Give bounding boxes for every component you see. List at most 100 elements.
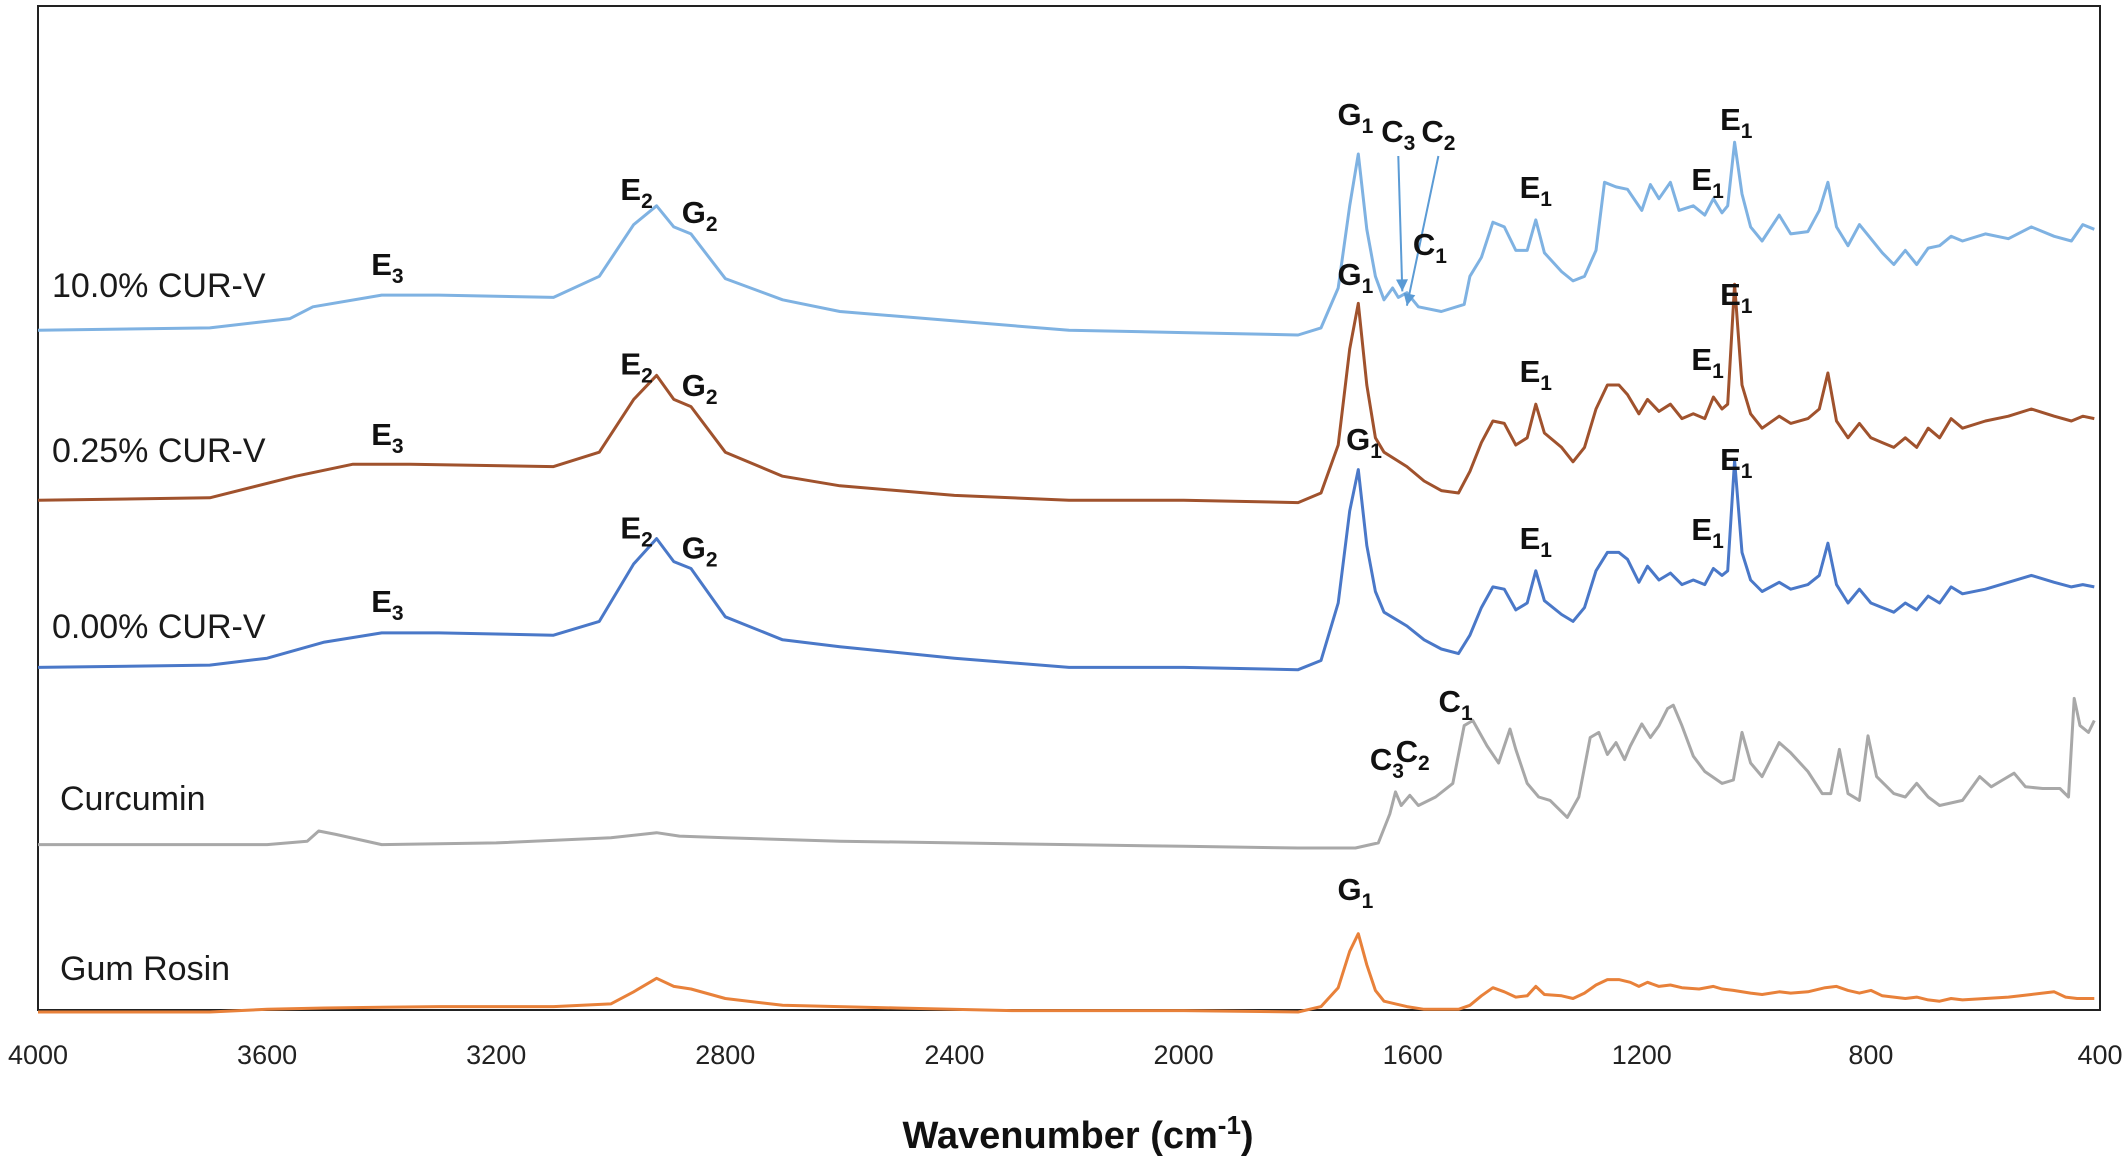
peak-label-base: G bbox=[1337, 97, 1361, 132]
series-label-1: 0.25% CUR-V bbox=[52, 432, 266, 470]
peak-label-base: C bbox=[1413, 227, 1435, 262]
peak-label-subscript: 2 bbox=[1418, 752, 1430, 775]
annotation-arrow-5 bbox=[1405, 155, 1440, 306]
x-tick-labels: 4000 3600 3200 2800 2400 2000 1600 1200 800 400 bbox=[8, 1040, 2123, 1070]
peak-label-8: E1 bbox=[1691, 162, 1724, 203]
series-label-0: 10.0% CUR-V bbox=[52, 267, 266, 305]
peak-label-26: C1 bbox=[1439, 684, 1473, 725]
annotation-arrowhead-4 bbox=[1395, 279, 1408, 292]
peak-label-subscript: 1 bbox=[1370, 440, 1382, 463]
peak-label-base: C bbox=[1370, 742, 1392, 777]
peak-label-subscript: 1 bbox=[1712, 530, 1724, 553]
peak-label-subscript: 1 bbox=[1712, 360, 1724, 383]
peak-label-subscript: 2 bbox=[706, 386, 718, 409]
peak-label-subscript: 3 bbox=[392, 602, 404, 625]
peak-label-base: E bbox=[620, 511, 641, 546]
peak-label-25: C2 bbox=[1396, 734, 1430, 775]
peak-label-subscript: 2 bbox=[641, 190, 653, 213]
x-axis-title-end: ) bbox=[1241, 1115, 1254, 1157]
peak-label-27: G1 bbox=[1337, 872, 1373, 913]
peak-label-subscript: 1 bbox=[1362, 890, 1374, 913]
peak-label-subscript: 3 bbox=[1404, 132, 1416, 155]
x-tick-label-0: 4000 bbox=[8, 1040, 68, 1070]
annotation-arrowhead-5 bbox=[1403, 292, 1416, 306]
series-label-layer: 10.0% CUR-V 0.25% CUR-V 0.00% CUR-V Curcumi… bbox=[52, 267, 266, 988]
series-layer bbox=[37, 140, 2096, 1014]
peak-label-13: G1 bbox=[1337, 257, 1373, 298]
x-tick-label-9: 400 bbox=[2077, 1040, 2122, 1070]
peak-label-base: C bbox=[1439, 684, 1461, 719]
peak-label-subscript: 1 bbox=[1741, 120, 1753, 143]
peak-label-15: E1 bbox=[1691, 342, 1724, 383]
peak-label-21: E1 bbox=[1520, 521, 1553, 562]
peak-label-12: G2 bbox=[682, 368, 718, 409]
x-tick-label-1: 3600 bbox=[237, 1040, 297, 1070]
series-line-2 bbox=[37, 458, 2095, 672]
peak-label-1: E2 bbox=[620, 172, 652, 213]
peak-label-subscript: 2 bbox=[641, 364, 653, 387]
peak-label-subscript: 1 bbox=[1435, 245, 1447, 268]
peak-label-base: G bbox=[682, 368, 706, 403]
x-tick-label-7: 1200 bbox=[1612, 1040, 1672, 1070]
x-axis-title-superscript: -1 bbox=[1218, 1110, 1241, 1140]
peak-label-2: G2 bbox=[682, 195, 718, 236]
peak-label-base: E bbox=[1520, 354, 1541, 389]
peak-label-base: C bbox=[1421, 114, 1443, 149]
peak-label-base: E bbox=[371, 417, 392, 452]
peak-label-base: G bbox=[682, 195, 706, 230]
peak-label-11: E2 bbox=[620, 346, 652, 387]
peak-label-20: G1 bbox=[1346, 422, 1382, 463]
x-tick-label-3: 2800 bbox=[695, 1040, 755, 1070]
peak-label-base: E bbox=[1691, 512, 1712, 547]
series-line-0 bbox=[37, 140, 2095, 337]
peak-label-7: E1 bbox=[1520, 170, 1553, 211]
peak-label-subscript: 1 bbox=[1741, 295, 1753, 318]
peak-label-base: C bbox=[1396, 734, 1418, 769]
peak-label-base: E bbox=[1520, 170, 1541, 205]
peak-label-subscript: 2 bbox=[1444, 132, 1456, 155]
peak-label-base: E bbox=[371, 247, 392, 282]
series-line-1 bbox=[37, 282, 2095, 505]
peak-label-18: E2 bbox=[620, 511, 652, 552]
x-axis-title: Wavenumber (cm-1) bbox=[902, 1110, 1253, 1157]
peak-label-subscript: 2 bbox=[706, 549, 718, 572]
peak-label-23: E1 bbox=[1720, 442, 1753, 483]
x-axis-title-base: Wavenumber (cm bbox=[902, 1115, 1217, 1157]
peak-label-14: E1 bbox=[1520, 354, 1553, 395]
peak-label-24: C3 bbox=[1370, 742, 1404, 783]
peak-label-base: E bbox=[1691, 162, 1712, 197]
peak-label-4: C3 bbox=[1381, 114, 1415, 155]
peak-label-9: E1 bbox=[1720, 102, 1753, 143]
peak-label-subscript: 3 bbox=[392, 435, 404, 458]
peak-label-5: C2 bbox=[1421, 114, 1455, 155]
peak-label-3: G1 bbox=[1337, 97, 1373, 138]
peak-label-base: G bbox=[1346, 422, 1370, 457]
x-tick-label-5: 2000 bbox=[1154, 1040, 1214, 1070]
peak-label-base: E bbox=[371, 584, 392, 619]
series-label-2: 0.00% CUR-V bbox=[52, 608, 266, 646]
peak-label-17: E3 bbox=[371, 584, 403, 625]
peak-label-base: E bbox=[620, 346, 641, 381]
peak-label-base: E bbox=[1720, 442, 1741, 477]
peak-label-subscript: 1 bbox=[1362, 275, 1374, 298]
series-line-4 bbox=[38, 932, 2095, 1014]
series-label-3: Curcumin bbox=[60, 780, 205, 818]
peak-label-0: E3 bbox=[371, 247, 403, 288]
peak-label-16: E1 bbox=[1720, 277, 1753, 318]
peak-label-subscript: 1 bbox=[1540, 372, 1552, 395]
peak-label-10: E3 bbox=[371, 417, 403, 458]
peak-label-base: E bbox=[1691, 342, 1712, 377]
peak-label-subscript: 1 bbox=[1712, 180, 1724, 203]
peak-label-base: E bbox=[1720, 277, 1741, 312]
peak-label-base: E bbox=[1720, 102, 1741, 137]
plot-frame bbox=[37, 5, 2101, 1011]
series-label-4: Gum Rosin bbox=[60, 950, 230, 988]
peak-label-subscript: 3 bbox=[1392, 760, 1404, 783]
peak-label-subscript: 1 bbox=[1540, 188, 1552, 211]
x-tick-label-6: 1600 bbox=[1383, 1040, 1443, 1070]
peak-label-base: C bbox=[1381, 114, 1403, 149]
peak-label-19: G2 bbox=[682, 531, 718, 572]
peak-label-base: E bbox=[620, 172, 641, 207]
